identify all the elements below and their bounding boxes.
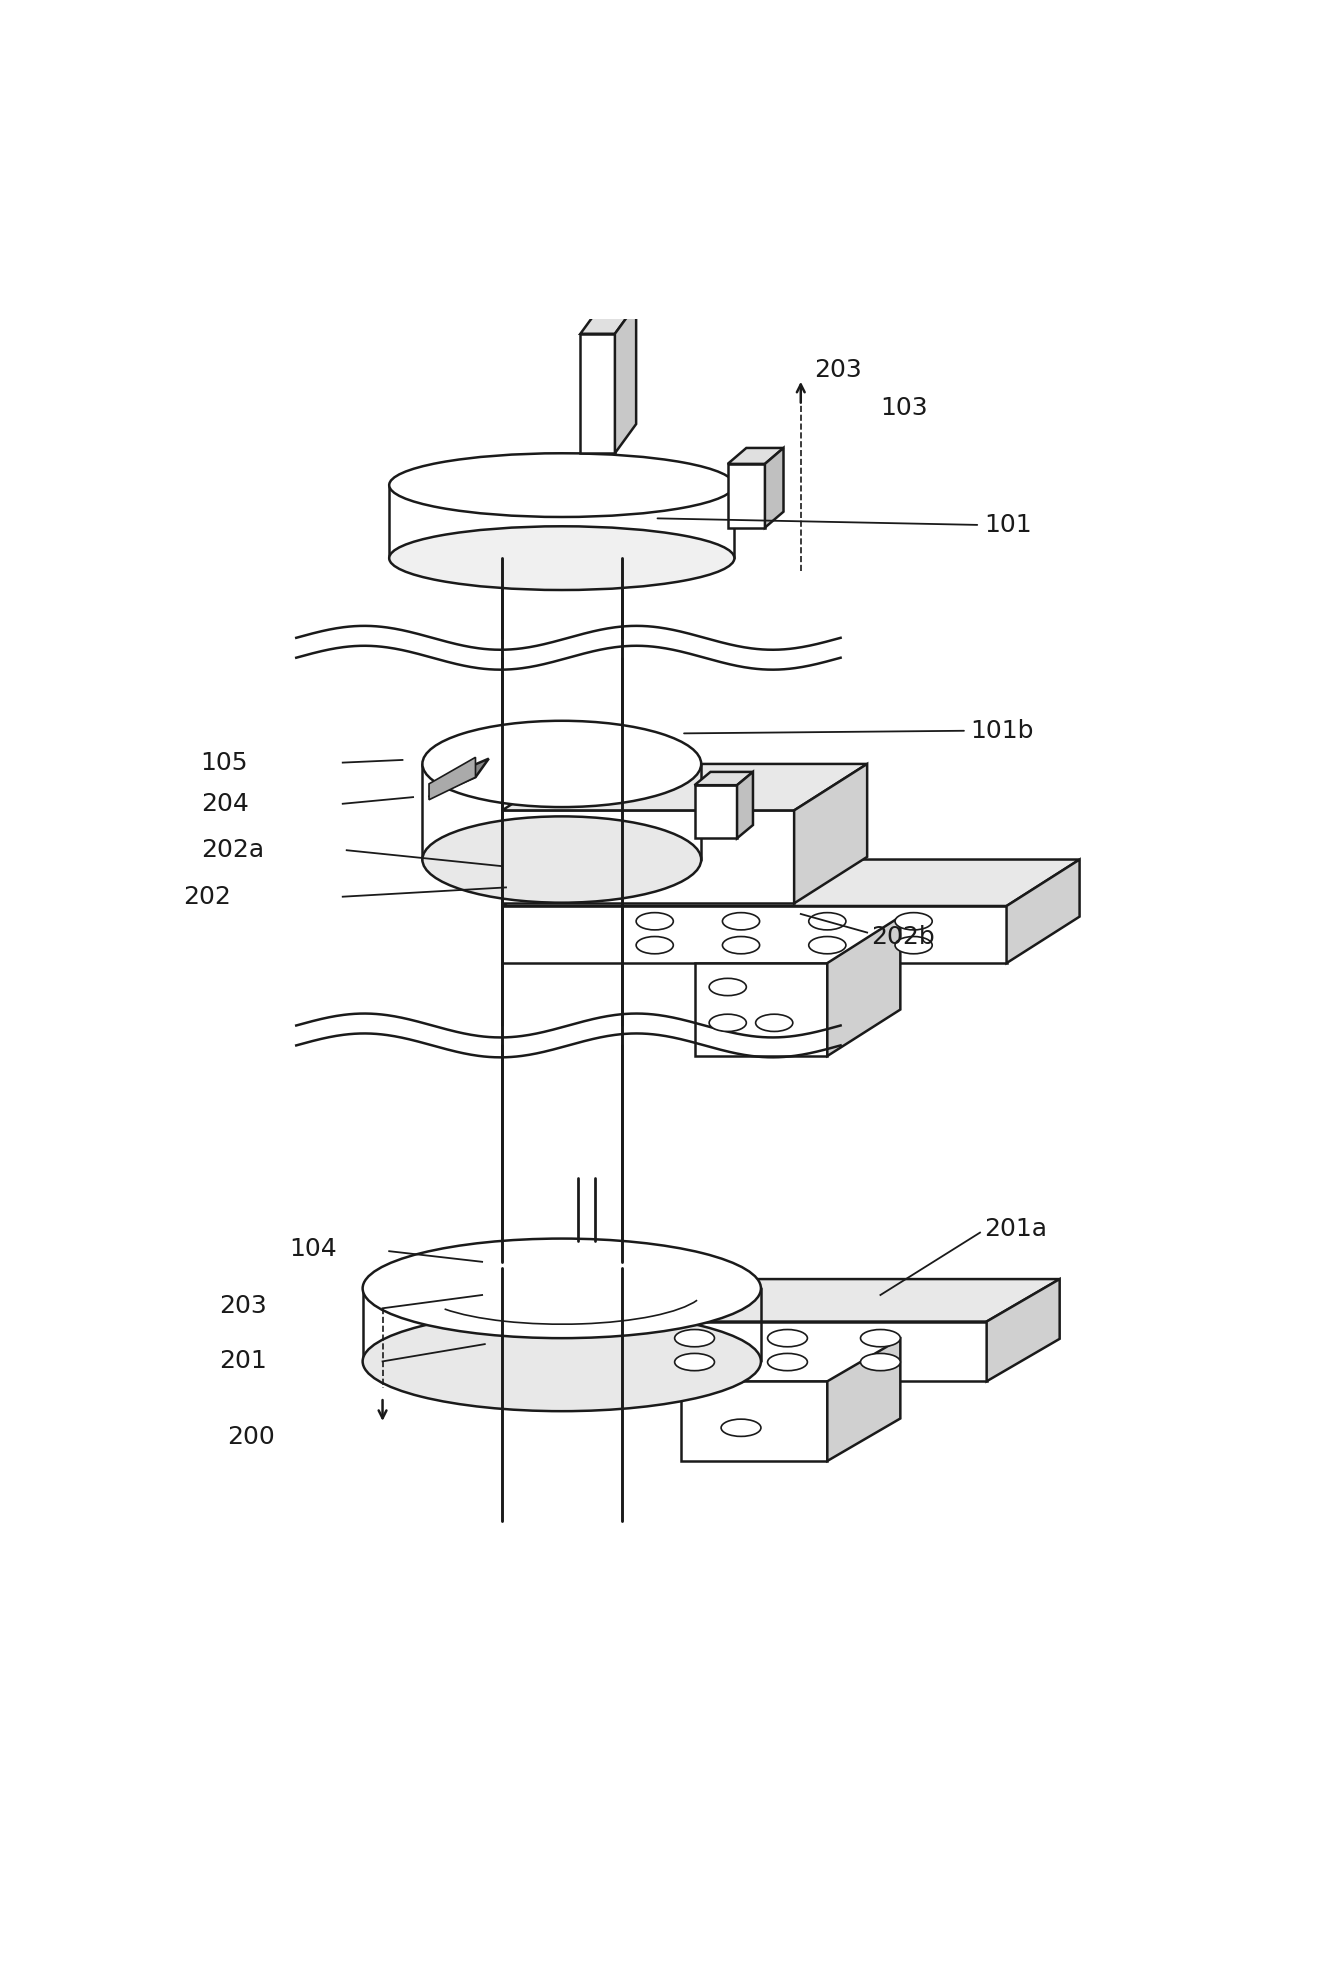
Text: 200: 200: [227, 1425, 275, 1449]
Ellipse shape: [756, 1014, 792, 1032]
Text: 201a: 201a: [985, 1217, 1047, 1241]
Ellipse shape: [895, 912, 933, 930]
Text: 202a: 202a: [200, 838, 263, 863]
Polygon shape: [429, 757, 476, 800]
Polygon shape: [502, 859, 1079, 906]
Text: 202: 202: [183, 885, 231, 908]
Polygon shape: [502, 810, 794, 902]
Polygon shape: [1006, 859, 1079, 963]
Ellipse shape: [723, 936, 760, 954]
Polygon shape: [580, 305, 636, 334]
Ellipse shape: [675, 1329, 715, 1347]
Polygon shape: [502, 906, 1006, 963]
Polygon shape: [827, 916, 900, 1056]
Ellipse shape: [860, 1353, 900, 1370]
Ellipse shape: [721, 1419, 762, 1437]
Polygon shape: [681, 1382, 827, 1461]
Ellipse shape: [768, 1353, 807, 1370]
Polygon shape: [580, 334, 615, 454]
Ellipse shape: [895, 936, 933, 954]
Ellipse shape: [389, 527, 735, 590]
Ellipse shape: [636, 912, 673, 930]
Polygon shape: [827, 1339, 900, 1461]
Text: 101b: 101b: [971, 720, 1034, 743]
Ellipse shape: [362, 1311, 762, 1412]
Text: 101: 101: [985, 513, 1031, 537]
Ellipse shape: [768, 1329, 807, 1347]
Text: 105: 105: [200, 751, 248, 775]
Polygon shape: [695, 784, 737, 838]
Polygon shape: [728, 464, 766, 527]
Polygon shape: [588, 1280, 1059, 1321]
Ellipse shape: [808, 936, 846, 954]
Polygon shape: [695, 963, 827, 1056]
Polygon shape: [987, 1280, 1059, 1382]
Ellipse shape: [389, 454, 735, 517]
Ellipse shape: [675, 1353, 715, 1370]
Polygon shape: [794, 765, 867, 902]
Text: 203: 203: [219, 1294, 267, 1317]
Text: 203: 203: [814, 358, 862, 381]
Ellipse shape: [709, 979, 747, 995]
Ellipse shape: [808, 912, 846, 930]
Text: 104: 104: [290, 1237, 338, 1260]
Ellipse shape: [362, 1239, 762, 1339]
Text: 103: 103: [880, 395, 929, 421]
Polygon shape: [429, 759, 489, 796]
Ellipse shape: [709, 1014, 747, 1032]
Text: 201: 201: [219, 1349, 267, 1374]
Ellipse shape: [422, 722, 701, 808]
Polygon shape: [737, 773, 754, 838]
Ellipse shape: [422, 816, 701, 902]
Text: 202b: 202b: [871, 924, 935, 948]
Ellipse shape: [636, 936, 673, 954]
Ellipse shape: [860, 1329, 900, 1347]
Polygon shape: [728, 448, 783, 464]
Polygon shape: [766, 448, 783, 527]
Text: 204: 204: [200, 792, 248, 816]
Polygon shape: [502, 765, 867, 810]
Polygon shape: [695, 773, 754, 784]
Polygon shape: [588, 1321, 987, 1382]
Ellipse shape: [723, 912, 760, 930]
Polygon shape: [615, 305, 636, 454]
